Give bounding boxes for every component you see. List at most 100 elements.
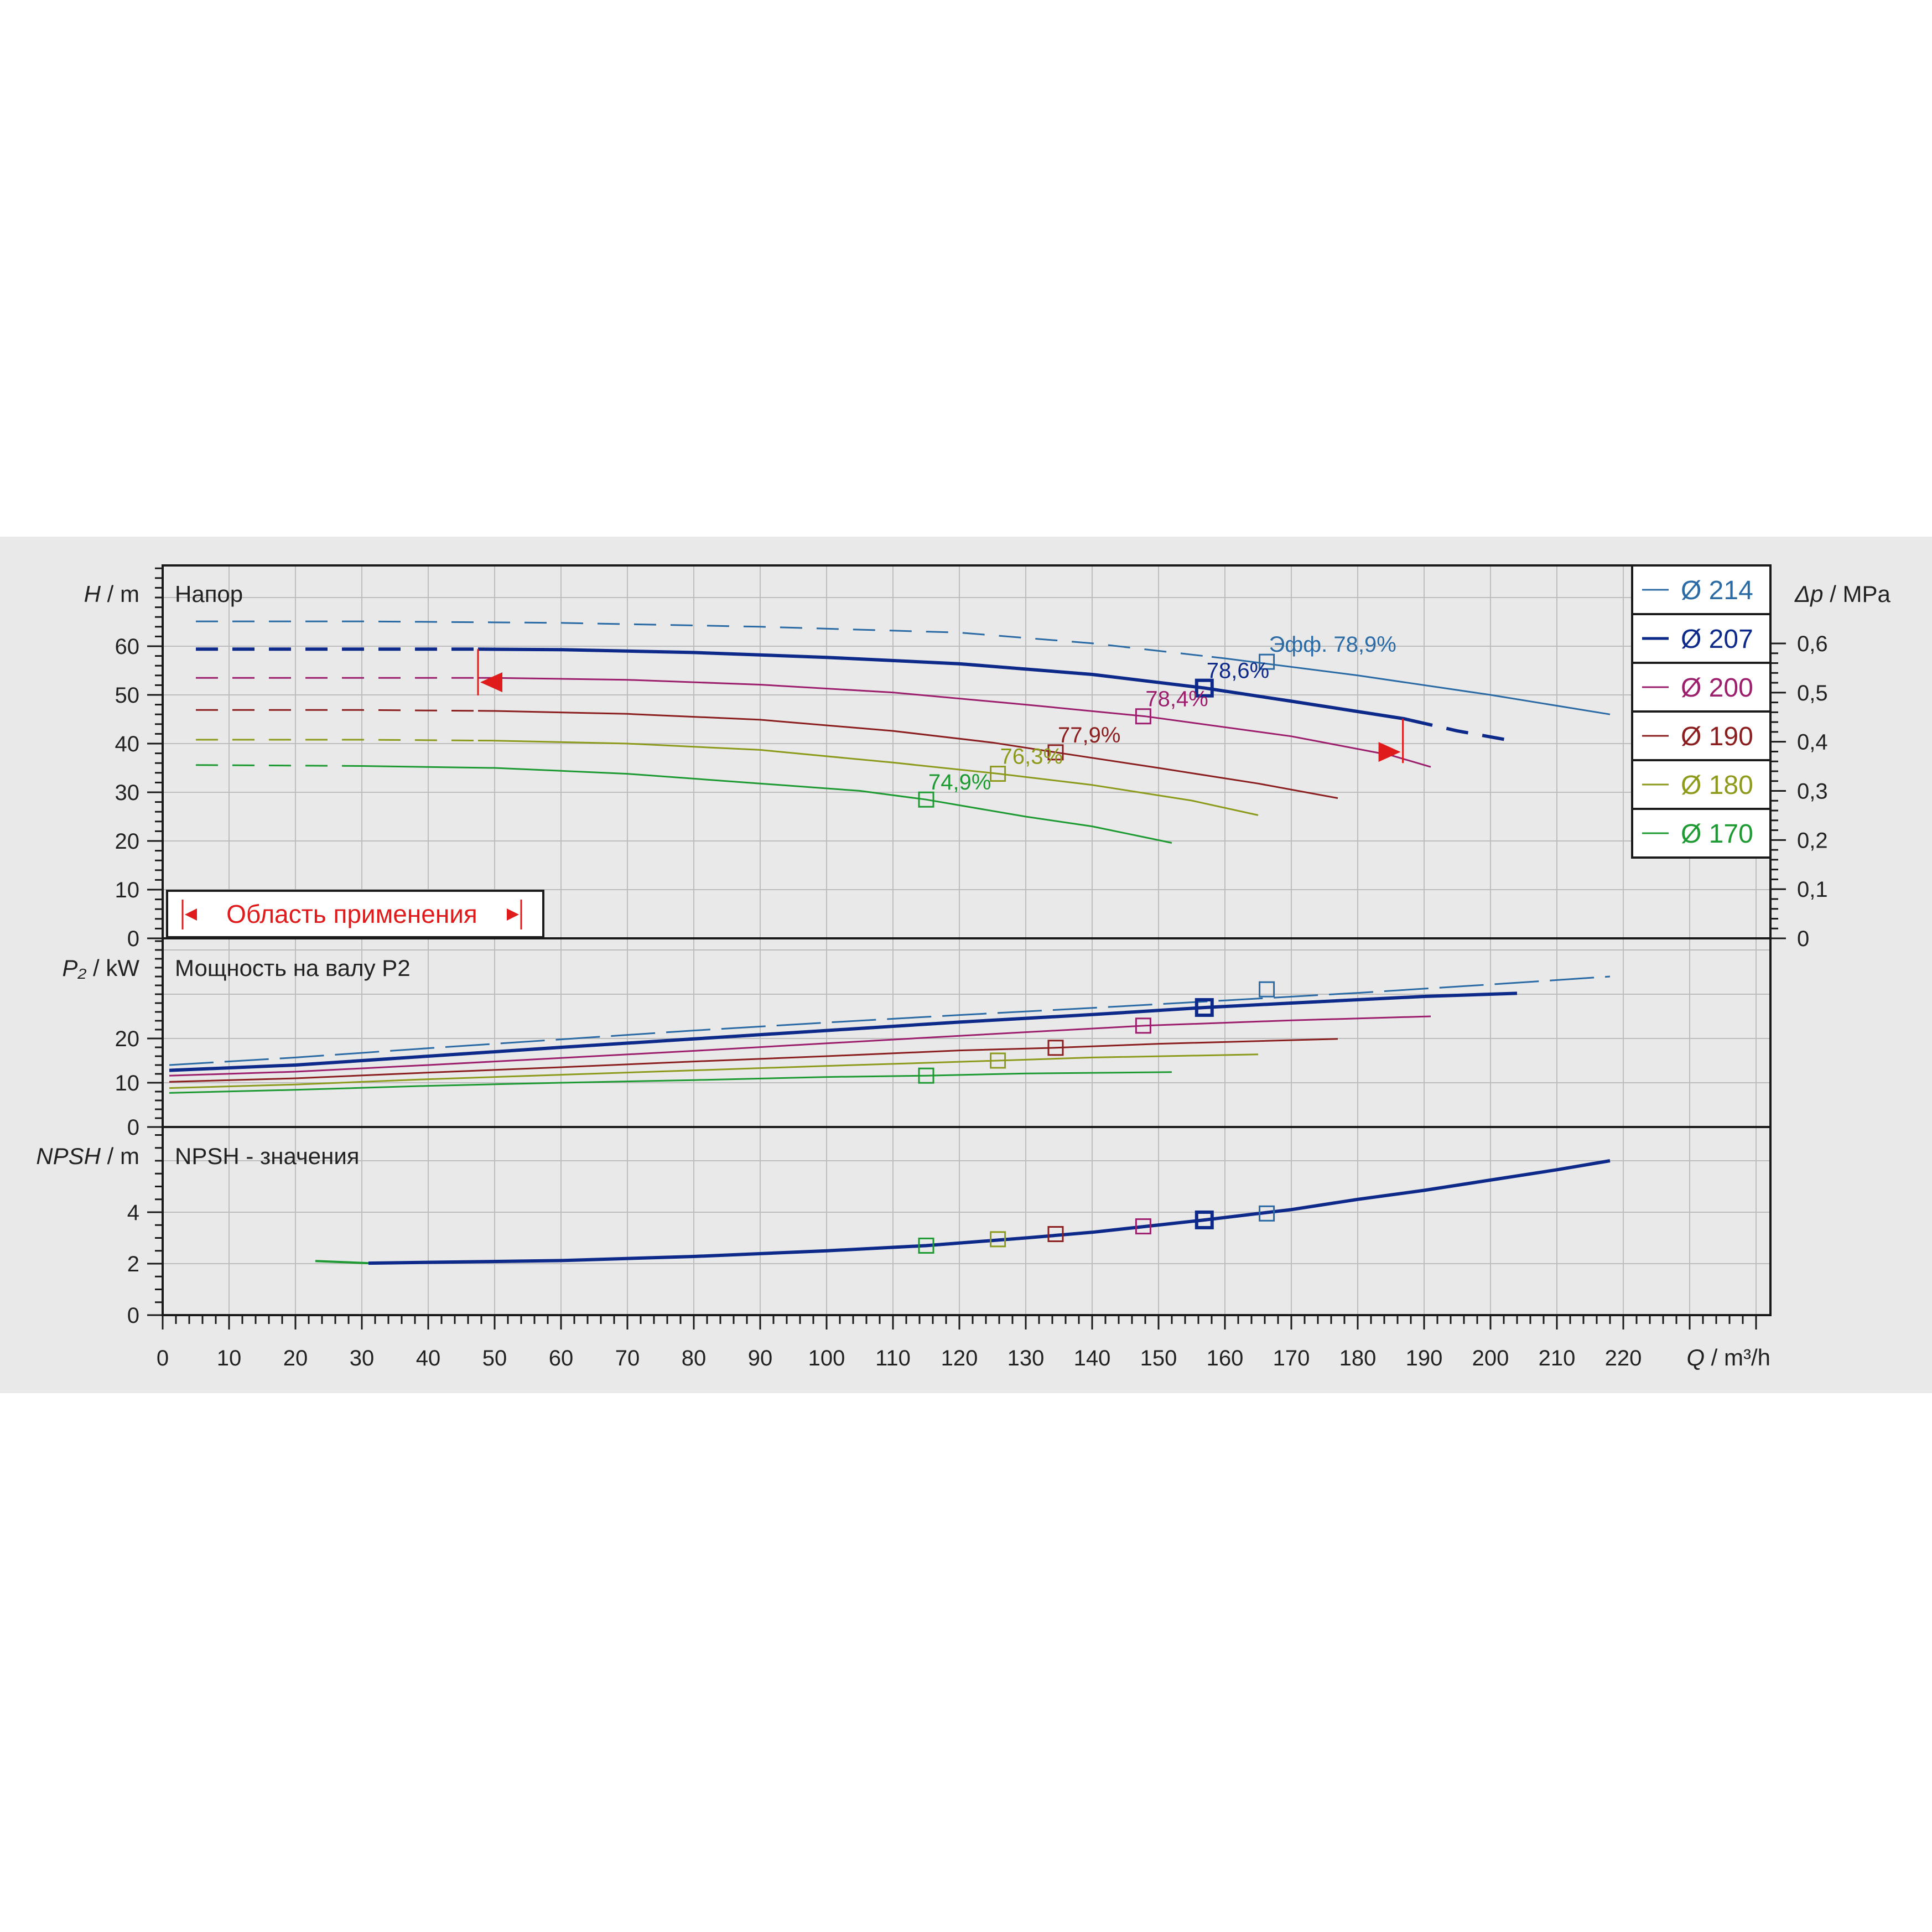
power-y-tick-label: 0 xyxy=(127,1115,139,1140)
legend-item-label: Ø 190 xyxy=(1681,722,1753,751)
npsh-y-axis-label-unit: / m xyxy=(101,1143,139,1169)
power-curve-214 xyxy=(169,975,1611,1066)
x-tick-label: 130 xyxy=(1007,1346,1045,1370)
npsh-curve-start xyxy=(315,1260,369,1265)
efficiency-value: 74,9% xyxy=(928,770,991,794)
npsh-marker-214 xyxy=(1259,1205,1275,1222)
legend-item-box xyxy=(1631,759,1772,810)
bep-marker-170 xyxy=(918,791,934,808)
bep-marker-180 xyxy=(990,766,1006,782)
npsh-marker-190 xyxy=(1047,1226,1064,1243)
x-tick-label: 120 xyxy=(941,1346,978,1370)
bep-efficiency-label-170: 74,9% xyxy=(928,770,991,794)
application-limit-arrow-left xyxy=(480,672,502,693)
npsh-curve xyxy=(368,1159,1611,1265)
head-curve-207 xyxy=(477,647,1411,722)
npsh-panel-title: NPSH - значения xyxy=(175,1143,360,1169)
chart-background xyxy=(0,537,1932,1393)
right-y-tick-label: 0 xyxy=(1797,927,1809,951)
right-y-tick-label: 0,3 xyxy=(1797,780,1828,804)
efficiency-value: 78,9% xyxy=(1333,632,1396,657)
application-area-arrow-right xyxy=(507,908,519,921)
power-y-axis-label-unit: / kW xyxy=(86,955,139,981)
head-curve-170 xyxy=(361,765,1172,844)
right-y-tick-label: 0,1 xyxy=(1797,877,1828,902)
x-tick-label: 0 xyxy=(157,1346,169,1370)
right-y-axis-label-unit: / MPa xyxy=(1824,581,1891,607)
x-tick-label: 150 xyxy=(1140,1346,1177,1370)
x-tick-label: 190 xyxy=(1406,1346,1443,1370)
x-tick-label: 200 xyxy=(1472,1346,1509,1370)
x-tick-label: 220 xyxy=(1605,1346,1642,1370)
npsh-y-tick-label: 4 xyxy=(127,1201,139,1225)
head-y-axis-label-symbol: H xyxy=(84,581,101,607)
x-axis-unit: / m³/h xyxy=(1705,1344,1770,1370)
power-bep-marker-207 xyxy=(1194,998,1214,1017)
x-tick-label: 170 xyxy=(1273,1346,1310,1370)
application-area-box xyxy=(166,890,544,938)
power-curve-200 xyxy=(169,1015,1431,1077)
npsh-y-axis-label-symbol: NPSH xyxy=(36,1143,101,1169)
x-tick-label: 160 xyxy=(1207,1346,1244,1370)
npsh-marker-207 xyxy=(1194,1210,1214,1229)
head-curve-190 xyxy=(477,710,1338,799)
head-curve-200 xyxy=(478,677,1431,768)
head-curve-dashed-214 xyxy=(196,620,1212,658)
efficiency-value: 78,6% xyxy=(1207,659,1269,683)
bep-efficiency-label-200: 78,4% xyxy=(1145,687,1208,711)
head-y-axis-label: H / m xyxy=(84,581,139,607)
application-limit-arrow-right xyxy=(1378,742,1401,762)
head-panel-title: Напор xyxy=(175,581,243,607)
head-curve-dashed-190 xyxy=(196,709,479,712)
head-curve-tail-207 xyxy=(1410,718,1518,744)
power-bep-marker-200 xyxy=(1135,1017,1151,1034)
x-tick-label: 50 xyxy=(482,1346,507,1370)
x-tick-label: 20 xyxy=(283,1346,308,1370)
efficiency-value: 77,9% xyxy=(1058,723,1120,747)
power-curve-180 xyxy=(169,1053,1259,1089)
power-curve-170 xyxy=(169,1071,1172,1094)
x-tick-label: 180 xyxy=(1339,1346,1377,1370)
head-curve-180 xyxy=(477,740,1259,816)
power-y-tick-label: 10 xyxy=(115,1071,140,1095)
x-tick-label: 100 xyxy=(808,1346,845,1370)
npsh-y-axis-label: NPSH / m xyxy=(36,1143,139,1169)
power-curve-207 xyxy=(169,991,1518,1072)
bep-efficiency-label-207: 78,6% xyxy=(1207,659,1269,683)
application-area-label: Область применения xyxy=(226,900,477,928)
right-y-axis-label-symbol: Δp xyxy=(1794,581,1824,607)
head-curve-dashed-170 xyxy=(195,764,362,767)
head-y-tick-label: 0 xyxy=(127,927,139,951)
application-area-arrow-left xyxy=(185,908,197,921)
x-axis-label: Q / m³/h xyxy=(1686,1344,1770,1370)
right-y-tick-label: 0,6 xyxy=(1797,632,1828,656)
efficiency-value: 76,3% xyxy=(1000,745,1063,769)
legend-item-label: Ø 200 xyxy=(1681,673,1753,703)
x-tick-label: 110 xyxy=(875,1346,911,1370)
legend-item-label: Ø 214 xyxy=(1681,576,1753,605)
power-bep-marker-180 xyxy=(990,1052,1006,1069)
x-tick-label: 10 xyxy=(217,1346,242,1370)
x-tick-label: 140 xyxy=(1074,1346,1111,1370)
efficiency-prefix: Эфф. xyxy=(1269,632,1334,657)
power-bep-marker-214 xyxy=(1259,981,1275,998)
x-tick-label: 210 xyxy=(1539,1346,1576,1370)
head-y-tick-label: 10 xyxy=(115,878,140,902)
x-axis-symbol: Q xyxy=(1686,1344,1705,1370)
x-tick-label: 70 xyxy=(615,1346,640,1370)
power-bep-marker-190 xyxy=(1047,1040,1064,1056)
bep-marker-207 xyxy=(1194,678,1214,698)
head-curve-214 xyxy=(1211,656,1611,715)
x-tick-label: 40 xyxy=(416,1346,441,1370)
bep-efficiency-label-214: Эфф. 78,9% xyxy=(1269,632,1396,657)
npsh-marker-200 xyxy=(1135,1218,1151,1235)
power-bep-marker-170 xyxy=(918,1067,934,1084)
head-y-axis-label-unit: / m xyxy=(101,581,139,607)
power-y-tick-label: 20 xyxy=(115,1027,140,1051)
x-tick-label: 80 xyxy=(682,1346,707,1370)
head-y-tick-label: 50 xyxy=(115,683,140,708)
head-y-tick-label: 40 xyxy=(115,732,140,756)
right-y-tick-label: 0,4 xyxy=(1797,730,1828,755)
head-curve-dashed-180 xyxy=(196,739,479,741)
